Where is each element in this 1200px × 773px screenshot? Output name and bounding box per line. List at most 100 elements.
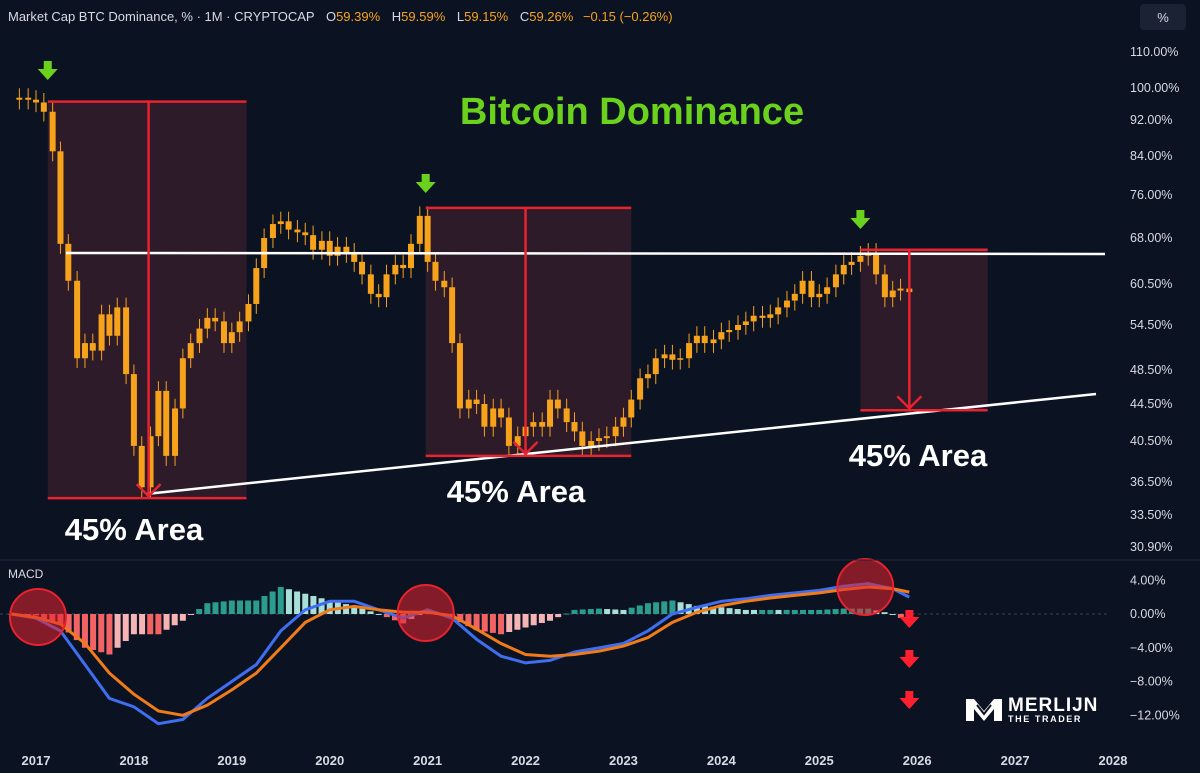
candle-body <box>89 343 96 351</box>
macd-y-tick-label: −12.00% <box>1130 708 1180 722</box>
change-value: −0.15 (−0.26%) <box>582 9 673 24</box>
macd-histogram-bar <box>65 614 72 633</box>
macd-histogram-bar <box>196 609 203 614</box>
candle-body <box>179 358 186 409</box>
candle-body <box>481 404 488 427</box>
macd-histogram-bar <box>661 601 668 614</box>
macd-histogram-bar <box>628 607 635 614</box>
close-value: 59.26% <box>529 9 574 24</box>
high-value: 59.59% <box>401 9 446 24</box>
candle-body <box>155 390 162 437</box>
range-arrowhead <box>512 440 539 456</box>
macd-histogram-bar <box>220 601 227 614</box>
candle-body <box>187 343 194 359</box>
candle-body <box>269 224 276 238</box>
candle-body <box>832 274 839 288</box>
candle-body <box>637 378 644 400</box>
macd-histogram-bar <box>644 603 651 614</box>
macd-histogram-bar <box>791 609 798 614</box>
macd-histogram-bar <box>294 591 301 614</box>
range-box <box>860 249 988 411</box>
high-label: H <box>391 9 402 24</box>
area-annotation-label: 45% Area <box>447 474 586 509</box>
macd-histogram-bar <box>318 598 325 614</box>
candle-body <box>588 441 595 446</box>
candle-body <box>579 431 586 446</box>
y-tick-label: 84.00% <box>1130 149 1172 163</box>
candle-body <box>767 314 774 318</box>
down-arrow-icon <box>899 650 920 668</box>
range-arrowhead <box>896 395 923 410</box>
candle-body <box>228 332 235 344</box>
macd-histogram-bar <box>547 614 554 621</box>
macd-histogram-bar <box>122 614 129 641</box>
range-box <box>47 101 247 499</box>
candle-body <box>498 408 505 418</box>
y-tick-label: 68.00% <box>1130 231 1172 245</box>
x-tick-label: 2022 <box>511 753 540 768</box>
x-tick-label: 2021 <box>413 753 442 768</box>
macd-histogram-bar <box>163 614 170 630</box>
x-tick-label: 2026 <box>903 753 932 768</box>
macd-histogram-bar <box>302 593 309 614</box>
candle-body <box>245 303 252 322</box>
y-tick-label: 54.50% <box>1130 318 1172 332</box>
candle-body <box>400 264 407 269</box>
candle-body <box>277 221 284 225</box>
candle-body <box>74 280 81 359</box>
candle-body <box>612 426 619 437</box>
macd-histogram-bar <box>897 614 904 618</box>
macd-histogram-bar <box>269 591 276 614</box>
candle-body <box>334 246 341 256</box>
percent-scale-button[interactable]: % <box>1140 4 1186 30</box>
macd-histogram-bar <box>106 614 113 655</box>
candle-body <box>701 335 708 344</box>
candle-body <box>735 325 742 330</box>
candle-body <box>686 343 693 359</box>
macd-histogram-bar <box>73 614 80 641</box>
candle-body <box>106 314 113 336</box>
down-arrow-icon <box>899 610 920 628</box>
macd-histogram-bar <box>212 602 219 614</box>
macd-histogram-bar <box>473 614 480 631</box>
macd-histogram-bar <box>179 614 186 621</box>
macd-histogram-bar <box>799 609 806 614</box>
x-tick-label: 2019 <box>217 753 246 768</box>
candle-body <box>783 300 790 308</box>
candle-body <box>530 422 537 427</box>
candle-body <box>677 358 684 360</box>
area-annotation-label: 45% Area <box>849 438 988 473</box>
x-tick-label: 2017 <box>22 753 51 768</box>
macd-histogram-bar <box>808 609 815 614</box>
resistance-line <box>65 251 1106 256</box>
candle-body <box>661 354 668 359</box>
macd-histogram-bar <box>767 609 774 614</box>
candle-body <box>343 246 350 253</box>
macd-histogram-bar <box>326 600 333 614</box>
macd-histogram-bar <box>188 614 195 615</box>
y-tick-label: 40.50% <box>1130 434 1172 448</box>
candle-body <box>392 264 399 275</box>
candle-body <box>236 321 243 333</box>
macd-histogram-bar <box>130 614 137 635</box>
candle-body <box>130 374 137 446</box>
candle-body <box>33 99 39 103</box>
y-tick-label: 44.50% <box>1130 397 1172 411</box>
y-tick-label: 100.00% <box>1130 81 1179 95</box>
candle-body <box>351 252 358 262</box>
candle-body <box>775 307 782 315</box>
macd-histogram-bar <box>139 614 146 635</box>
macd-histogram-bar <box>171 614 178 626</box>
macd-histogram-bar <box>636 605 643 614</box>
macd-histogram-bar <box>367 611 374 614</box>
y-tick-label: 33.50% <box>1130 508 1172 522</box>
macd-histogram-bar <box>481 614 488 632</box>
candle-body <box>407 243 414 269</box>
candle-body <box>603 436 610 439</box>
macd-histogram-bar <box>587 609 594 614</box>
candle-body <box>49 111 56 152</box>
macd-histogram-bar <box>595 608 602 614</box>
x-tick-label: 2020 <box>315 753 344 768</box>
macd-histogram-bar <box>718 607 725 614</box>
macd-histogram-bar <box>538 614 545 623</box>
